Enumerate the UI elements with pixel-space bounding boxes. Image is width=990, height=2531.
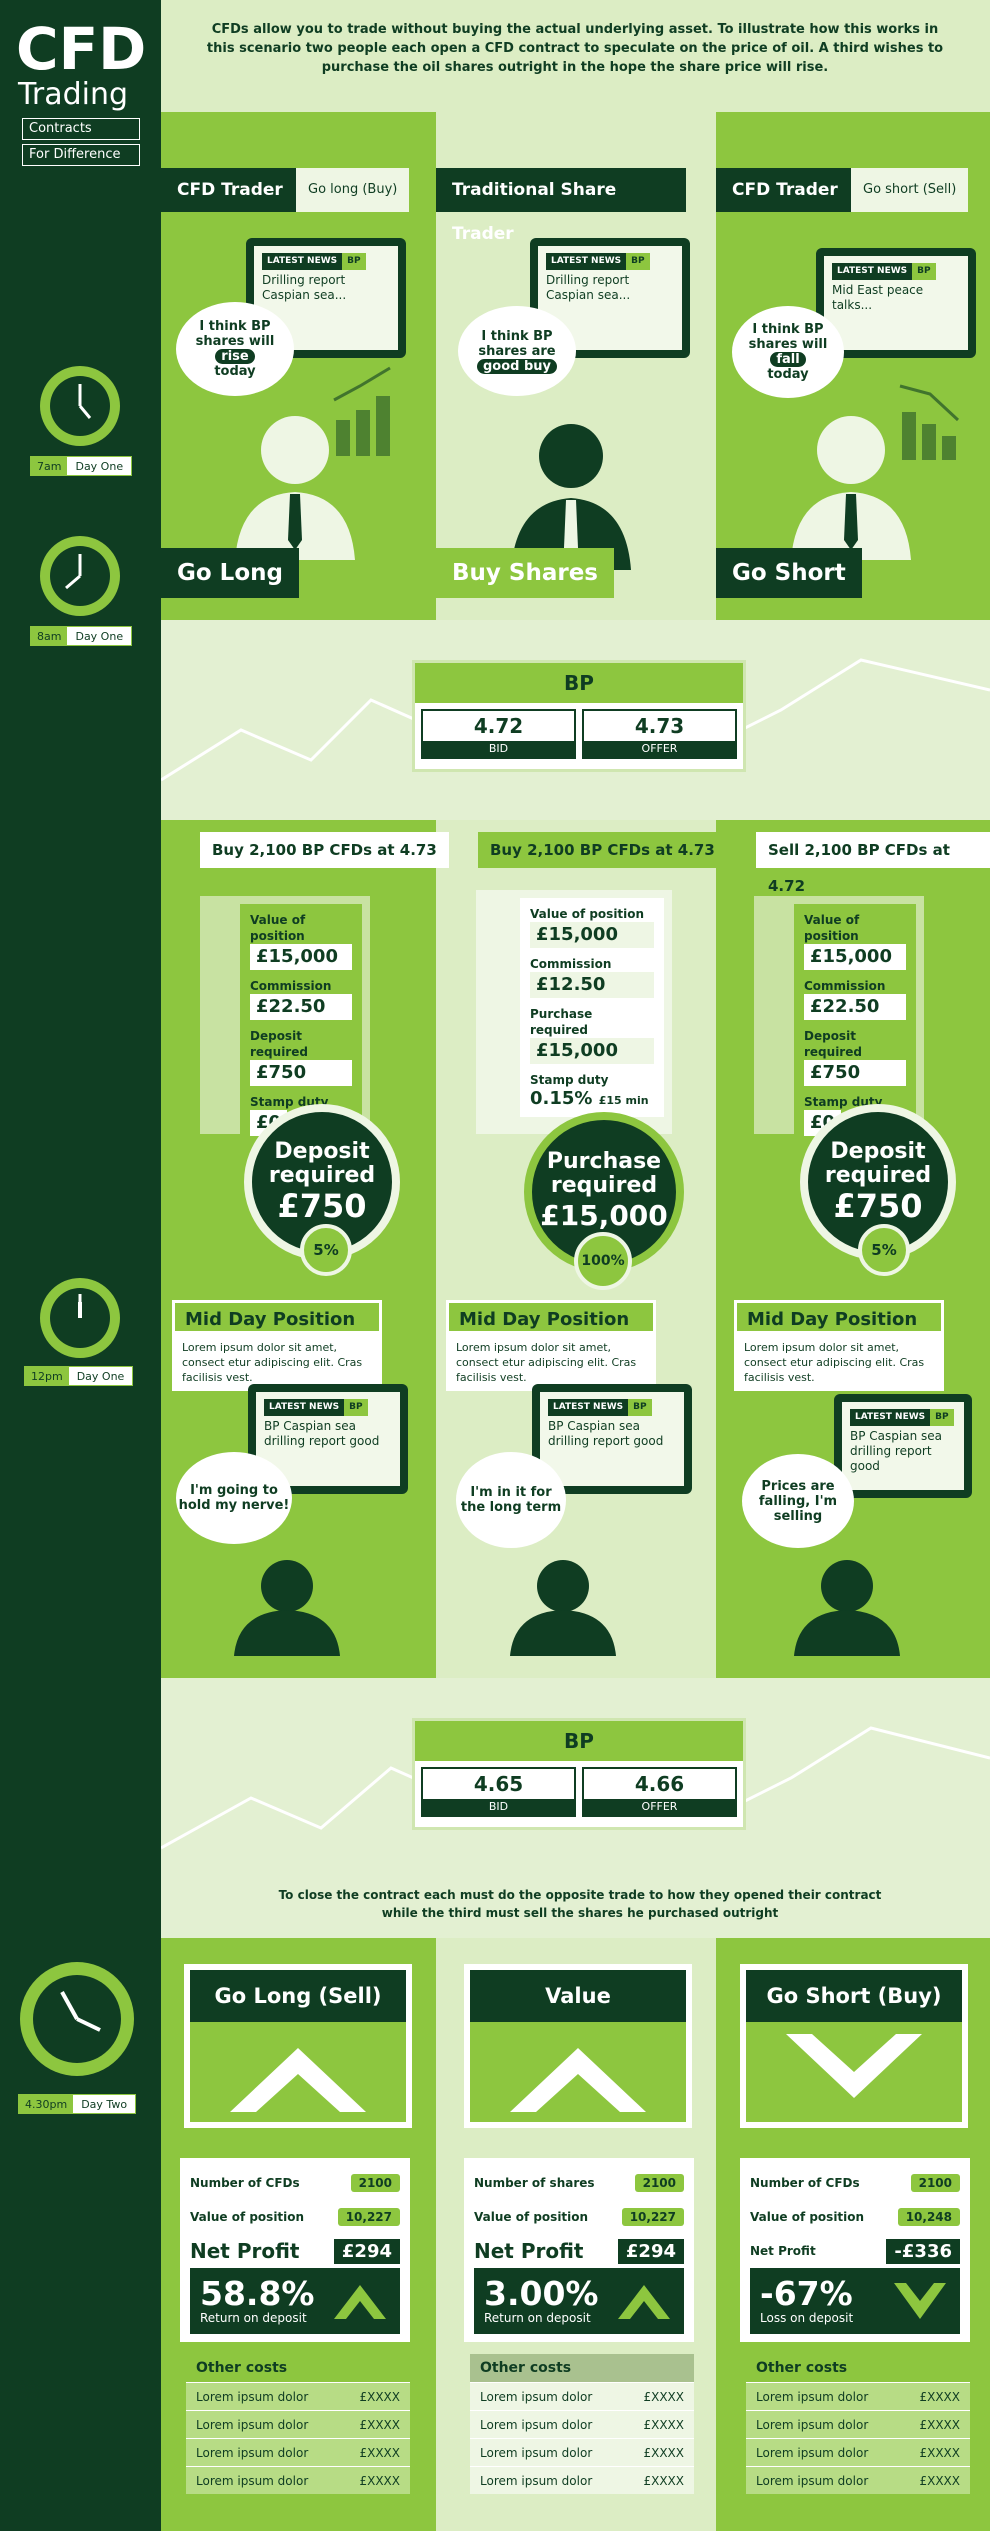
news-badge: LATEST NEWS BP bbox=[850, 1409, 954, 1426]
news-headline: Drilling report Caspian sea... bbox=[546, 273, 631, 302]
person-light-icon bbox=[791, 416, 911, 560]
person-silhouette-icon bbox=[794, 1560, 900, 1656]
news-headline: BP Caspian sea drilling report good bbox=[548, 1419, 664, 1448]
stat-card: Number of CFDs 2100 Value of position 10,2… bbox=[740, 2158, 970, 2342]
person-dark-icon bbox=[511, 424, 631, 570]
time-tag: 7am Day One bbox=[30, 456, 133, 476]
loss-box: -67% Loss on deposit bbox=[750, 2268, 960, 2334]
news-headline: Mid East peace talks... bbox=[832, 283, 924, 312]
header-cfd-trader: CFD Trader bbox=[716, 168, 854, 212]
other-costs-list: Other costs Lorem ipsum dolor £XXXX Lorem… bbox=[470, 2354, 694, 2494]
person-silhouette-icon bbox=[510, 1560, 616, 1656]
bp-quote-card: BP 4.65 BID 4.66 OFFER bbox=[412, 1718, 746, 1830]
percent-badge: 100% bbox=[574, 1232, 632, 1290]
arrow-up-icon bbox=[510, 2048, 646, 2112]
thought-bubble: I'm in it for the long term bbox=[456, 1452, 566, 1548]
person-light-icon bbox=[235, 416, 355, 560]
close-band bbox=[161, 1878, 990, 1938]
midday-panel: Mid Day Position Lorem ipsum dolor sit am… bbox=[172, 1300, 382, 1391]
position-notebook: Value of position £15,000 Commission £22.5… bbox=[200, 896, 370, 1144]
arrow-up-icon bbox=[334, 2285, 386, 2319]
news-board: LATEST NEWS BP Mid East peace talks... bbox=[816, 248, 976, 358]
logo-tag-difference: For Difference bbox=[22, 144, 140, 166]
result-box: Value bbox=[464, 1964, 692, 2128]
thought-bubble: I'm going to hold my nerve! bbox=[176, 1452, 292, 1544]
header-share-trader: Traditional Share Trader bbox=[436, 168, 686, 244]
label-go-long: Go Long bbox=[161, 548, 299, 598]
chart-up-icon bbox=[333, 366, 391, 456]
news-headline: BP Caspian sea drilling report good bbox=[850, 1429, 942, 1473]
arrow-up-icon bbox=[618, 2285, 670, 2319]
midday-panel: Mid Day Position Lorem ipsum dolor sit am… bbox=[446, 1300, 656, 1391]
header-action: Go short (Sell) bbox=[851, 168, 969, 212]
news-badge: LATEST NEWS BP bbox=[548, 1399, 652, 1416]
result-panel: Go Short (Buy) bbox=[740, 1964, 968, 2128]
clock-icon bbox=[40, 536, 120, 616]
header-cfd-trader: CFD Trader bbox=[161, 168, 299, 212]
result-box: Go Short (Buy) bbox=[740, 1964, 968, 2128]
label-go-short: Go Short bbox=[716, 548, 862, 598]
other-costs-list: Other costs Lorem ipsum dolor £XXXX Lorem… bbox=[746, 2354, 970, 2494]
bp-quote-card: BP 4.72 BID 4.73 OFFER bbox=[412, 660, 746, 772]
return-box: 3.00% Return on deposit bbox=[474, 2268, 684, 2334]
stat-card: Number of shares 2100 Value of position 10… bbox=[464, 2158, 694, 2342]
result-panel: Go Long (Sell) bbox=[184, 1964, 412, 2128]
label-buy-shares: Buy Shares bbox=[436, 548, 614, 598]
header-action: Go long (Buy) bbox=[296, 168, 410, 212]
trade-label: Buy 2,100 BP CFDs at 4.73 bbox=[478, 832, 727, 868]
midday-panel: Mid Day Position Lorem ipsum dolor sit am… bbox=[734, 1300, 944, 1391]
person-silhouette-icon bbox=[234, 1560, 340, 1656]
trade-label: Sell 2,100 BP CFDs at 4.72 bbox=[756, 832, 990, 895]
other-costs-list: Other costs Lorem ipsum dolor £XXXX Lorem… bbox=[186, 2354, 410, 2494]
return-box: 58.8% Return on deposit bbox=[190, 2268, 400, 2334]
time-tag: 8am Day One bbox=[30, 626, 133, 646]
result-panel: Value bbox=[464, 1964, 692, 2128]
bp-quote-title: BP bbox=[415, 1721, 743, 1761]
intro-text: CFDs allow you to trade without buying t… bbox=[206, 22, 944, 75]
intro-band bbox=[161, 0, 990, 112]
offer-box: 4.66 OFFER bbox=[582, 1767, 737, 1817]
news-badge: LATEST NEWS BP bbox=[262, 253, 366, 270]
offer-box: 4.73 OFFER bbox=[582, 709, 737, 759]
news-board: LATEST NEWS BP BP Caspian sea drilling rep… bbox=[834, 1394, 972, 1498]
trade-label: Buy 2,100 BP CFDs at 4.73 bbox=[200, 832, 449, 868]
news-badge: LATEST NEWS BP bbox=[832, 263, 936, 280]
position-notebook: Value of position £15,000 Commission £12.5… bbox=[476, 890, 672, 1134]
position-notebook: Value of position £15,000 Commission £22.5… bbox=[754, 896, 924, 1144]
thought-bubble: I think BP shares will fall today bbox=[732, 306, 844, 398]
arrow-down-icon bbox=[786, 2034, 922, 2098]
chart-down-icon bbox=[899, 384, 960, 460]
news-badge: LATEST NEWS BP bbox=[264, 1399, 368, 1416]
clock-icon bbox=[20, 1962, 134, 2076]
logo-title: CFD bbox=[16, 15, 147, 83]
bid-box: 4.65 BID bbox=[421, 1767, 576, 1817]
news-monitor: LATEST NEWS BP Drilling report Caspian sea… bbox=[530, 238, 690, 358]
percent-badge: 5% bbox=[300, 1224, 352, 1276]
clock-icon bbox=[40, 1278, 120, 1358]
logo-subtitle: Trading bbox=[18, 77, 129, 112]
arrow-down-icon bbox=[894, 2283, 946, 2319]
news-headline: Drilling report Caspian sea... bbox=[262, 273, 347, 302]
logo-tag-contracts: Contracts bbox=[22, 118, 140, 140]
clock-icon bbox=[40, 366, 120, 446]
bid-box: 4.72 BID bbox=[421, 709, 576, 759]
news-headline: BP Caspian sea drilling report good bbox=[264, 1419, 380, 1448]
percent-badge: 5% bbox=[858, 1224, 910, 1276]
thought-bubble: Prices are falling, I'm selling bbox=[742, 1454, 854, 1548]
thought-bubble: I think BP shares will rise today bbox=[176, 302, 294, 396]
arrow-up-icon bbox=[230, 2048, 366, 2112]
bp-quote-title: BP bbox=[415, 663, 743, 703]
thought-bubble: I think BP shares are good buy bbox=[458, 306, 576, 396]
time-tag: 4.30pm Day Two bbox=[18, 2094, 137, 2114]
time-tag: 12pm Day One bbox=[24, 1366, 134, 1386]
news-badge: LATEST NEWS BP bbox=[546, 253, 650, 270]
close-text: To close the contract each must do the o… bbox=[278, 1888, 882, 1920]
stat-card: Number of CFDs 2100 Value of position 10,2… bbox=[180, 2158, 410, 2342]
result-box: Go Long (Sell) bbox=[184, 1964, 412, 2128]
